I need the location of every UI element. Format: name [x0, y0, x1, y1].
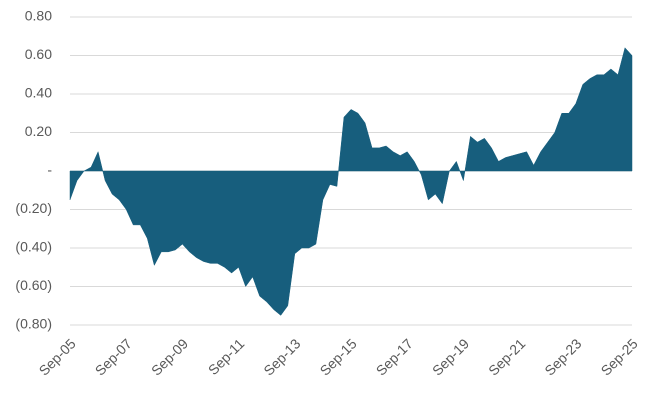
y-tick-label: (0.20) — [15, 200, 52, 216]
x-tick-label: Sep-23 — [541, 335, 584, 378]
y-tick-label: 0.60 — [25, 46, 52, 62]
x-tick-label: Sep-07 — [92, 335, 135, 378]
y-tick-label: 0.40 — [25, 85, 52, 101]
y-tick-label: (0.80) — [15, 316, 52, 332]
x-tick-label: Sep-21 — [485, 335, 528, 378]
y-tick-label: (0.60) — [15, 277, 52, 293]
x-tick-label: Sep-15 — [316, 335, 359, 378]
x-tick-label: Sep-17 — [373, 335, 416, 378]
y-tick-label: 0.80 — [25, 8, 52, 24]
x-tick-label: Sep-19 — [429, 335, 472, 378]
x-tick-label: Sep-11 — [205, 335, 248, 378]
x-tick-label: Sep-25 — [597, 335, 640, 378]
x-tick-label: Sep-09 — [148, 335, 191, 378]
y-tick-label: (0.40) — [15, 239, 52, 255]
area — [69, 47, 633, 316]
x-tick-label: Sep-13 — [260, 335, 303, 378]
y-tick-label: 0.20 — [25, 123, 52, 139]
y-tick-label: - — [47, 162, 52, 178]
x-tick-label: Sep-05 — [35, 335, 78, 378]
